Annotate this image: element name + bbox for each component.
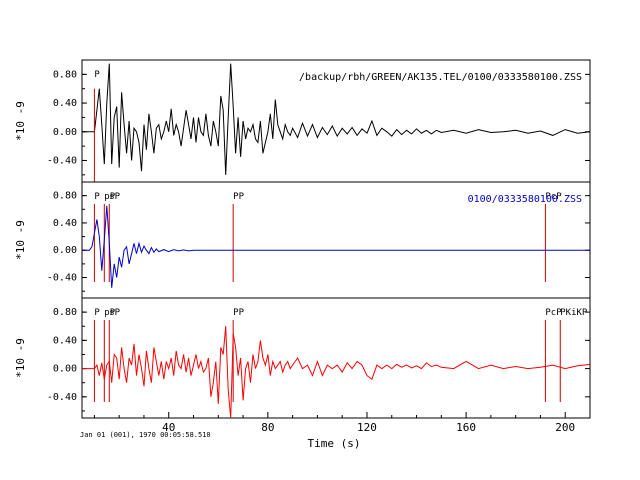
y-tick-label: 0.80 [53,191,77,202]
trace-middle [82,205,590,288]
trace-bottom [82,326,591,419]
phase-label: P [94,308,100,318]
phase-label: pP [104,192,115,202]
phase-label: PKiKP [560,308,588,318]
phase-label: P [94,192,100,202]
x-tick-label: 40 [162,421,175,434]
y-tick-label: -0.40 [47,392,77,403]
y-axis-label: *10 -9 [14,338,27,378]
x-tick-label: 120 [357,421,377,434]
phase-label: PcP [545,308,562,318]
phase-label: PP [233,192,244,202]
trace-file-label: 0100/0333580100.ZSS [468,194,582,205]
x-tick-label: 160 [456,421,476,434]
y-tick-label: 0.80 [53,307,77,318]
x-tick-label: 200 [555,421,575,434]
y-tick-label: 0.40 [53,98,77,109]
panels: 0.80 0.40 0.00 -0.40 *10 -9/backup/rbh/GREEN… [14,59,591,419]
panel-top: 0.80 0.40 0.00 -0.40 *10 -9/backup/rbh/GREEN… [14,59,591,183]
x-axis: 40 80 120 160 200 [93,412,591,434]
y-tick-label: -0.40 [47,155,77,166]
trace-top [82,63,591,175]
panel-frame [81,297,591,419]
y-axis-label: *10 -9 [14,220,27,260]
y-tick-label: 0.80 [53,69,77,80]
phase-label: sP [109,192,120,202]
phase-label: PP [233,308,244,318]
x-tick-label: 80 [261,421,274,434]
y-tick-label: 0.00 [53,245,77,256]
y-tick-label: -0.40 [47,273,77,284]
y-tick-label: 0.40 [53,218,77,229]
phase-label: PcP [545,192,562,202]
timestamp-footer: Jan 01 (001), 1970 00:05:58.510 [80,431,211,439]
x-axis-label: Time (s) [308,437,361,450]
phase-label: pP [104,308,115,318]
phase-label: P [94,70,100,80]
trace-file-label: /backup/rbh/GREEN/AK135.TEL/0100/0333580… [299,72,582,83]
y-axis-label: *10 -9 [14,101,27,141]
y-tick-label: 0.00 [53,127,77,138]
y-tick-label: 0.40 [53,335,77,346]
y-tick-label: 0.00 [53,364,77,375]
phase-label: sP [109,308,120,318]
